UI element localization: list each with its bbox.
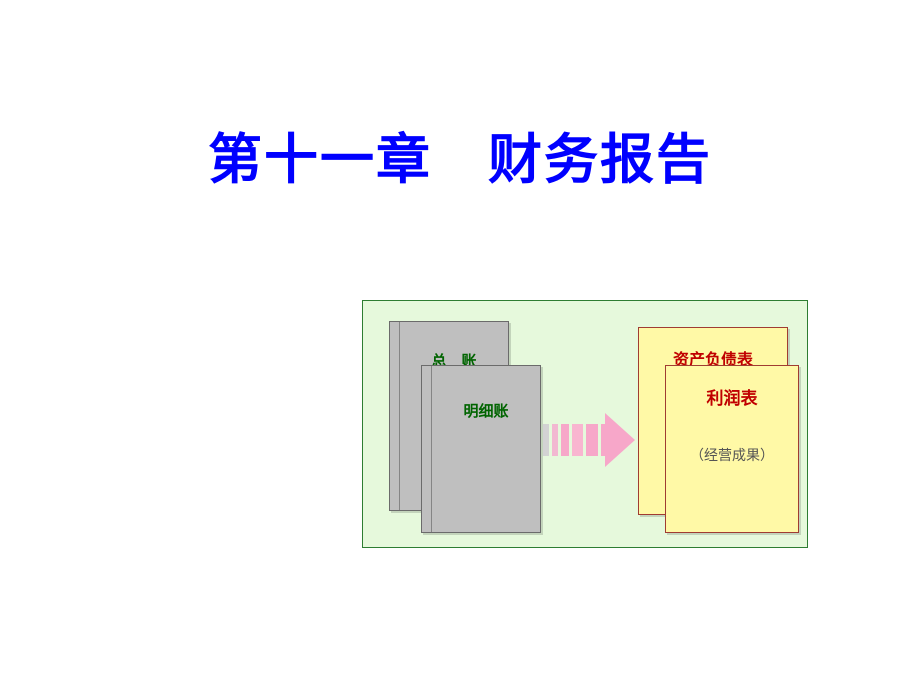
arrow-bar: [586, 424, 598, 456]
arrow-bar: [572, 424, 583, 456]
report-balance-sheet-title: 资产负债表: [639, 328, 787, 370]
ledger-detail: 明细账: [421, 365, 541, 533]
ledger-detail-label: 明细账: [432, 400, 540, 421]
arrow-tail: [543, 424, 607, 456]
arrow-head-icon: [605, 413, 635, 467]
report-income-statement: 利润表 （经营成果）: [665, 365, 799, 533]
page-title: 第十一章 财务报告: [0, 115, 920, 194]
report-income-title: 利润表: [666, 366, 798, 409]
ledger-spine: [422, 366, 432, 532]
ledger-spine: [390, 322, 400, 510]
arrow-bar: [552, 424, 558, 456]
arrow-bar: [543, 424, 549, 456]
flow-arrow: [543, 413, 635, 467]
report-income-subtitle: （经营成果）: [666, 409, 798, 465]
arrow-bar: [561, 424, 570, 456]
diagram-panel: 总 账 明细账 资产负债表 利润表 （经营成果）: [362, 300, 808, 548]
